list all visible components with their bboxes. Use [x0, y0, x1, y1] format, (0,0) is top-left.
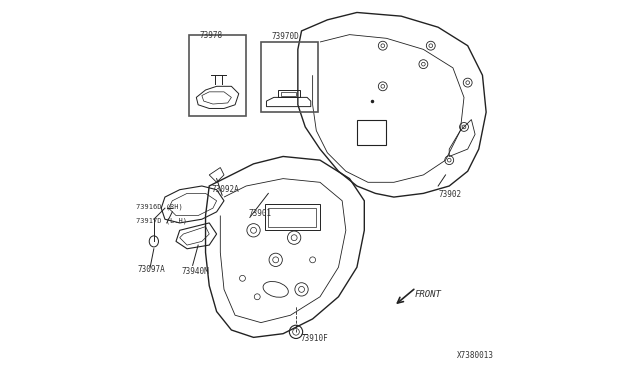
Text: 73902: 73902 [438, 190, 461, 199]
Text: 73940M: 73940M [182, 267, 209, 276]
Text: 73910F: 73910F [300, 334, 328, 343]
Text: 73978: 73978 [200, 31, 223, 40]
Text: 73916D (RH): 73916D (RH) [136, 203, 183, 209]
Text: 73901: 73901 [248, 209, 271, 218]
Text: 73917D (L.H): 73917D (L.H) [136, 218, 188, 224]
Text: FRONT: FRONT [414, 291, 441, 299]
Text: 73097A: 73097A [137, 264, 165, 273]
Text: 73092A: 73092A [212, 185, 239, 194]
Text: X7380013: X7380013 [456, 350, 493, 359]
Text: 73970D: 73970D [271, 32, 299, 41]
